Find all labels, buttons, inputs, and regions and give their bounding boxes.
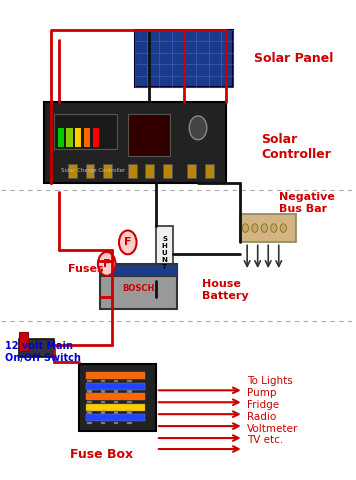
Text: Fuse Box: Fuse Box [70,448,133,461]
Bar [43,102,226,183]
Bar [86,383,145,390]
Text: Radio: Radio [247,411,276,421]
Bar [86,404,145,411]
Bar [163,164,172,178]
Text: 12 volt Main
On/Off Switch: 12 volt Main On/Off Switch [5,341,81,363]
Bar [93,128,99,147]
Bar [79,364,156,431]
Bar [86,414,145,421]
Text: Fridge: Fridge [247,400,279,409]
Text: F: F [124,238,131,247]
Text: Voltmeter: Voltmeter [247,423,298,433]
Bar [100,264,177,309]
Bar [127,401,132,403]
Circle shape [189,116,207,140]
Bar [86,164,94,178]
Bar [127,411,132,414]
Bar [128,164,137,178]
Bar [114,411,118,414]
Bar [101,422,105,424]
Text: Solar Panel: Solar Panel [254,52,334,65]
Bar [135,30,233,87]
Bar [88,390,91,393]
Bar [101,411,105,414]
Text: To Lights: To Lights [247,376,293,386]
Bar [127,390,132,393]
Bar [127,422,132,424]
Bar [101,380,105,382]
Bar [19,339,54,357]
Text: Solar Charge Controller: Solar Charge Controller [61,168,125,173]
Circle shape [280,224,287,232]
Bar [188,164,196,178]
Circle shape [242,224,248,232]
Circle shape [119,230,137,254]
Circle shape [271,224,277,232]
Text: TV etc.: TV etc. [247,435,283,445]
Bar [54,114,117,149]
Bar [205,164,214,178]
Bar [114,422,118,424]
Bar [19,332,28,351]
Bar [127,380,132,382]
Bar [58,128,64,147]
Text: S
H
U
N
T: S H U N T [162,236,168,270]
Bar [101,390,105,393]
Bar [84,128,90,147]
Text: BOSCH: BOSCH [122,285,155,293]
Bar [88,380,91,382]
Text: Pump: Pump [247,388,277,398]
Bar [101,401,105,403]
Bar [103,164,112,178]
Bar [68,164,77,178]
Bar [145,164,154,178]
Circle shape [252,224,258,232]
Bar [128,114,170,156]
Bar [88,422,91,424]
Bar [86,372,145,379]
Text: Fuses: Fuses [68,264,104,274]
Text: House
Battery: House Battery [201,279,248,301]
Bar [75,128,82,147]
Bar [100,264,177,276]
Circle shape [98,252,115,276]
Bar [114,401,118,403]
Text: F: F [103,259,110,269]
Bar [86,393,145,400]
Bar [66,128,73,147]
Bar [114,380,118,382]
Bar [88,401,91,403]
Bar [114,390,118,393]
Bar [156,226,173,281]
Bar [240,214,296,242]
Bar [88,411,91,414]
Text: Solar
Controller: Solar Controller [261,133,331,161]
Text: Negative
Bus Bar: Negative Bus Bar [279,192,335,214]
Circle shape [261,224,267,232]
